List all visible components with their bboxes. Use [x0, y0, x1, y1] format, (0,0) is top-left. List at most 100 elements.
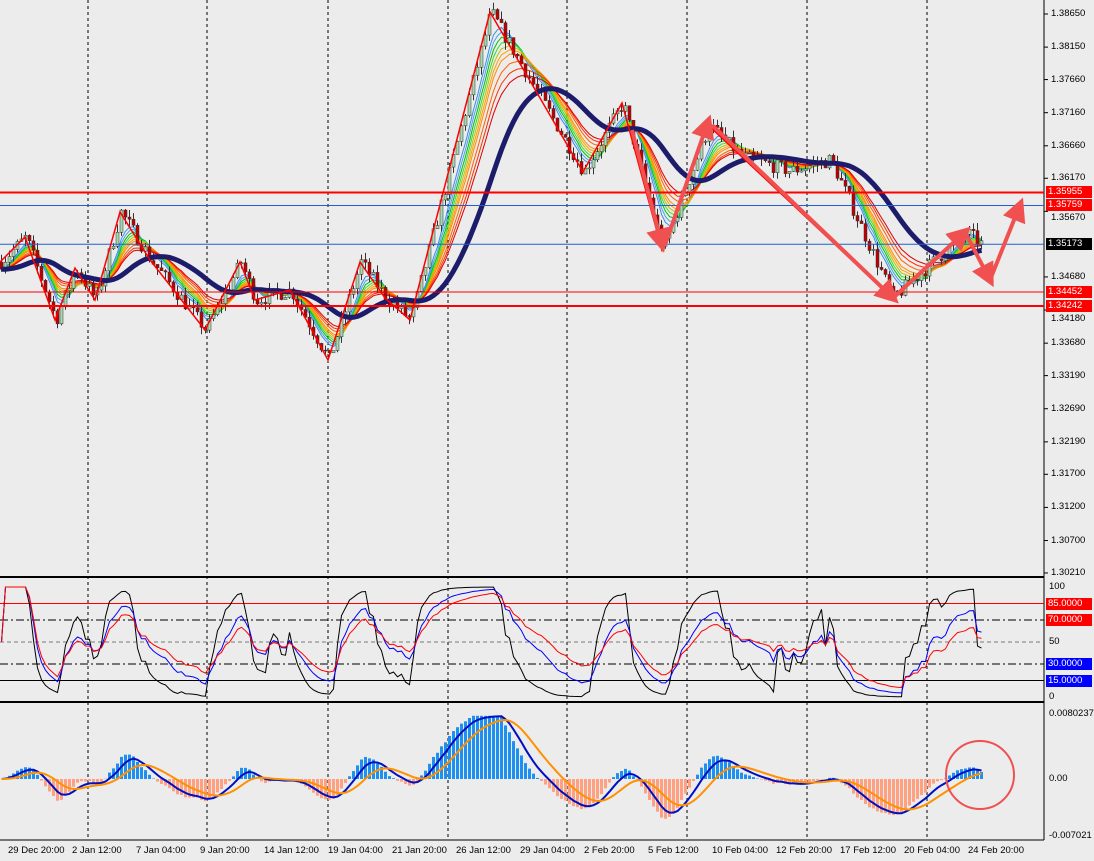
- candle: [423, 267, 428, 276]
- price-tick-label: 1.36170: [1051, 172, 1086, 184]
- macd-bar: [236, 771, 239, 779]
- forecast-arrow: [988, 197, 1026, 281]
- candle: [707, 129, 712, 142]
- macd-bar: [780, 779, 783, 783]
- macd-bar: [548, 779, 551, 789]
- macd-bar: [56, 779, 59, 801]
- price-tick-label: 1.34180: [1051, 312, 1086, 324]
- macd-bar: [356, 765, 359, 779]
- candle: [971, 228, 976, 231]
- candle: [891, 285, 896, 292]
- macd-bar: [860, 779, 863, 800]
- candle: [875, 249, 880, 268]
- macd-bar: [180, 779, 183, 795]
- macd-bar: [332, 779, 335, 799]
- candle: [855, 215, 860, 222]
- oscillator-level-tag: 85.0000: [1046, 597, 1092, 610]
- macd-bar: [196, 779, 199, 798]
- macd-bar: [140, 767, 143, 779]
- oscillator-tick-label: 0: [1049, 691, 1055, 702]
- candle: [363, 259, 368, 263]
- macd-bar: [908, 779, 911, 806]
- macd-bar: [568, 779, 571, 804]
- macd-tick-label: -0.007021: [1049, 830, 1092, 841]
- candle: [783, 161, 788, 174]
- macd-bar: [404, 779, 407, 785]
- moving-average-line: [1, 86, 983, 320]
- candle: [675, 217, 680, 223]
- macd-bar: [164, 779, 167, 786]
- macd-bar: [112, 768, 115, 779]
- macd-bar: [640, 779, 643, 787]
- macd-bar: [512, 741, 515, 779]
- macd-bar: [948, 775, 951, 779]
- macd-bar: [616, 773, 619, 779]
- time-tick-label: 14 Jan 12:00: [264, 845, 319, 856]
- macd-bar: [68, 779, 71, 792]
- macd-bar: [448, 735, 451, 779]
- candle: [503, 22, 508, 43]
- macd-bar: [888, 779, 891, 815]
- macd-bar: [216, 779, 219, 793]
- macd-bar: [560, 779, 563, 799]
- macd-bar: [204, 779, 207, 802]
- oscillator-level-tag: 70.0000: [1046, 614, 1092, 626]
- macd-bar: [476, 715, 479, 779]
- macd-bar: [824, 779, 827, 780]
- candle: [27, 235, 32, 242]
- time-tick-label: 2 Feb 20:00: [584, 845, 635, 856]
- macd-bar: [80, 779, 83, 782]
- candle: [519, 55, 524, 65]
- macd-bar: [96, 779, 99, 784]
- macd-bar: [440, 746, 443, 779]
- candle: [199, 311, 204, 328]
- candle: [695, 158, 700, 171]
- macd-bar: [664, 779, 667, 819]
- ribbon-ma-line: [1, 67, 982, 330]
- macd-bar: [176, 779, 179, 795]
- macd-bar: [516, 748, 519, 779]
- candle: [87, 283, 92, 287]
- forecast-arrow: [710, 123, 899, 304]
- macd-bar: [924, 779, 927, 793]
- oscillator-level-tag: 15.0000: [1046, 674, 1092, 687]
- candle: [379, 287, 384, 289]
- macd-bar: [600, 779, 603, 795]
- macd-bar: [932, 779, 935, 784]
- macd-bar: [312, 779, 315, 793]
- macd-bar: [364, 756, 367, 779]
- candle: [367, 261, 372, 275]
- macd-bar: [972, 767, 975, 779]
- macd-bar: [208, 779, 211, 800]
- candle: [71, 275, 76, 289]
- price-tick-label: 1.31200: [1051, 501, 1086, 513]
- candle: [975, 230, 980, 245]
- macd-bar: [672, 779, 675, 813]
- macd-bar: [60, 779, 63, 800]
- candle: [195, 307, 200, 313]
- candle: [687, 184, 692, 193]
- macd-bar: [400, 779, 403, 782]
- macd-bar: [88, 779, 91, 782]
- level-tag: 1.34242: [1046, 299, 1092, 312]
- macd-bar: [828, 777, 831, 779]
- macd-bar: [484, 715, 487, 779]
- candle: [283, 297, 288, 300]
- candle: [7, 256, 12, 263]
- candle: [795, 166, 800, 173]
- macd-bar: [876, 779, 879, 812]
- macd-bar: [308, 779, 311, 790]
- macd-bar: [712, 756, 715, 779]
- candle: [59, 306, 64, 325]
- price-tick-label: 1.34680: [1051, 270, 1086, 282]
- macd-signal-line: [1, 718, 982, 811]
- macd-bar: [716, 755, 719, 779]
- candle: [371, 272, 376, 275]
- macd-bar: [720, 757, 723, 779]
- price-tick-label: 1.38150: [1051, 41, 1086, 53]
- macd-bar: [352, 771, 355, 779]
- candle: [159, 267, 164, 271]
- macd-bar: [320, 779, 323, 799]
- candle: [867, 240, 872, 251]
